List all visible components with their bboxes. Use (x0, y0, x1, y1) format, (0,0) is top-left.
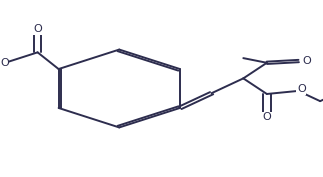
Text: O: O (297, 84, 306, 95)
Text: O: O (33, 24, 42, 34)
Text: O: O (302, 56, 311, 66)
Text: O: O (263, 112, 271, 122)
Text: O: O (0, 58, 9, 68)
